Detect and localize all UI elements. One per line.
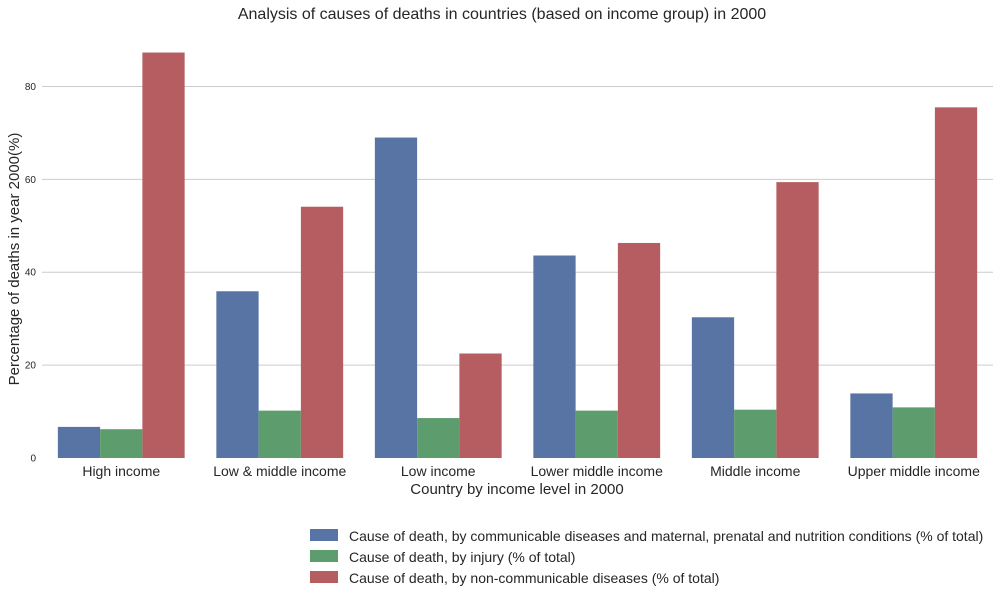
legend-label: Cause of death, by communicable diseases… xyxy=(349,528,983,544)
bar xyxy=(374,137,418,459)
legend-label: Cause of death, by injury (% of total) xyxy=(349,549,575,565)
legend-swatch xyxy=(310,529,338,541)
y-tick-label: 60 xyxy=(25,175,37,186)
legend-label: Cause of death, by non-communicable dise… xyxy=(349,570,719,586)
bar xyxy=(575,410,618,458)
bar xyxy=(734,409,777,458)
y-tick-label: 40 xyxy=(25,268,37,279)
bar xyxy=(300,206,344,458)
bar xyxy=(533,255,576,458)
bar xyxy=(142,52,185,458)
bar xyxy=(100,429,143,458)
x-tick-label: Low & middle income xyxy=(213,463,346,479)
bar xyxy=(417,418,460,458)
x-tick-label: Middle income xyxy=(710,463,800,479)
x-tick-label: Lower middle income xyxy=(531,463,663,479)
y-tick-label: 80 xyxy=(25,82,37,93)
bar xyxy=(850,393,893,458)
bar xyxy=(776,182,819,458)
y-tick-label: 0 xyxy=(30,454,36,465)
legend-swatch xyxy=(310,550,338,562)
x-tick-label: Upper middle income xyxy=(848,463,980,479)
x-tick-label: High income xyxy=(82,463,160,479)
bar xyxy=(459,353,502,458)
x-axis-label: Country by income level in 2000 xyxy=(410,481,623,498)
x-tick-label: Low income xyxy=(401,463,476,479)
bar xyxy=(57,426,101,458)
bar xyxy=(892,407,935,458)
x-axis-ticks: High income Low & middle income Low income… xyxy=(82,463,980,479)
bar xyxy=(258,410,301,458)
legend: Cause of death, by communicable diseases… xyxy=(310,528,983,586)
y-axis-ticks: 0 20 40 60 80 xyxy=(25,82,37,465)
bar xyxy=(691,317,735,458)
chart-title: Analysis of causes of deaths in countrie… xyxy=(238,6,766,23)
bar xyxy=(617,242,661,458)
bar xyxy=(216,291,259,458)
y-tick-label: 20 xyxy=(25,361,37,372)
grid-lines xyxy=(42,85,993,366)
bars xyxy=(57,52,978,459)
legend-swatch xyxy=(310,571,338,583)
bar xyxy=(934,107,978,458)
y-axis-label: Percentage of deaths in year 2000(%) xyxy=(6,133,23,386)
